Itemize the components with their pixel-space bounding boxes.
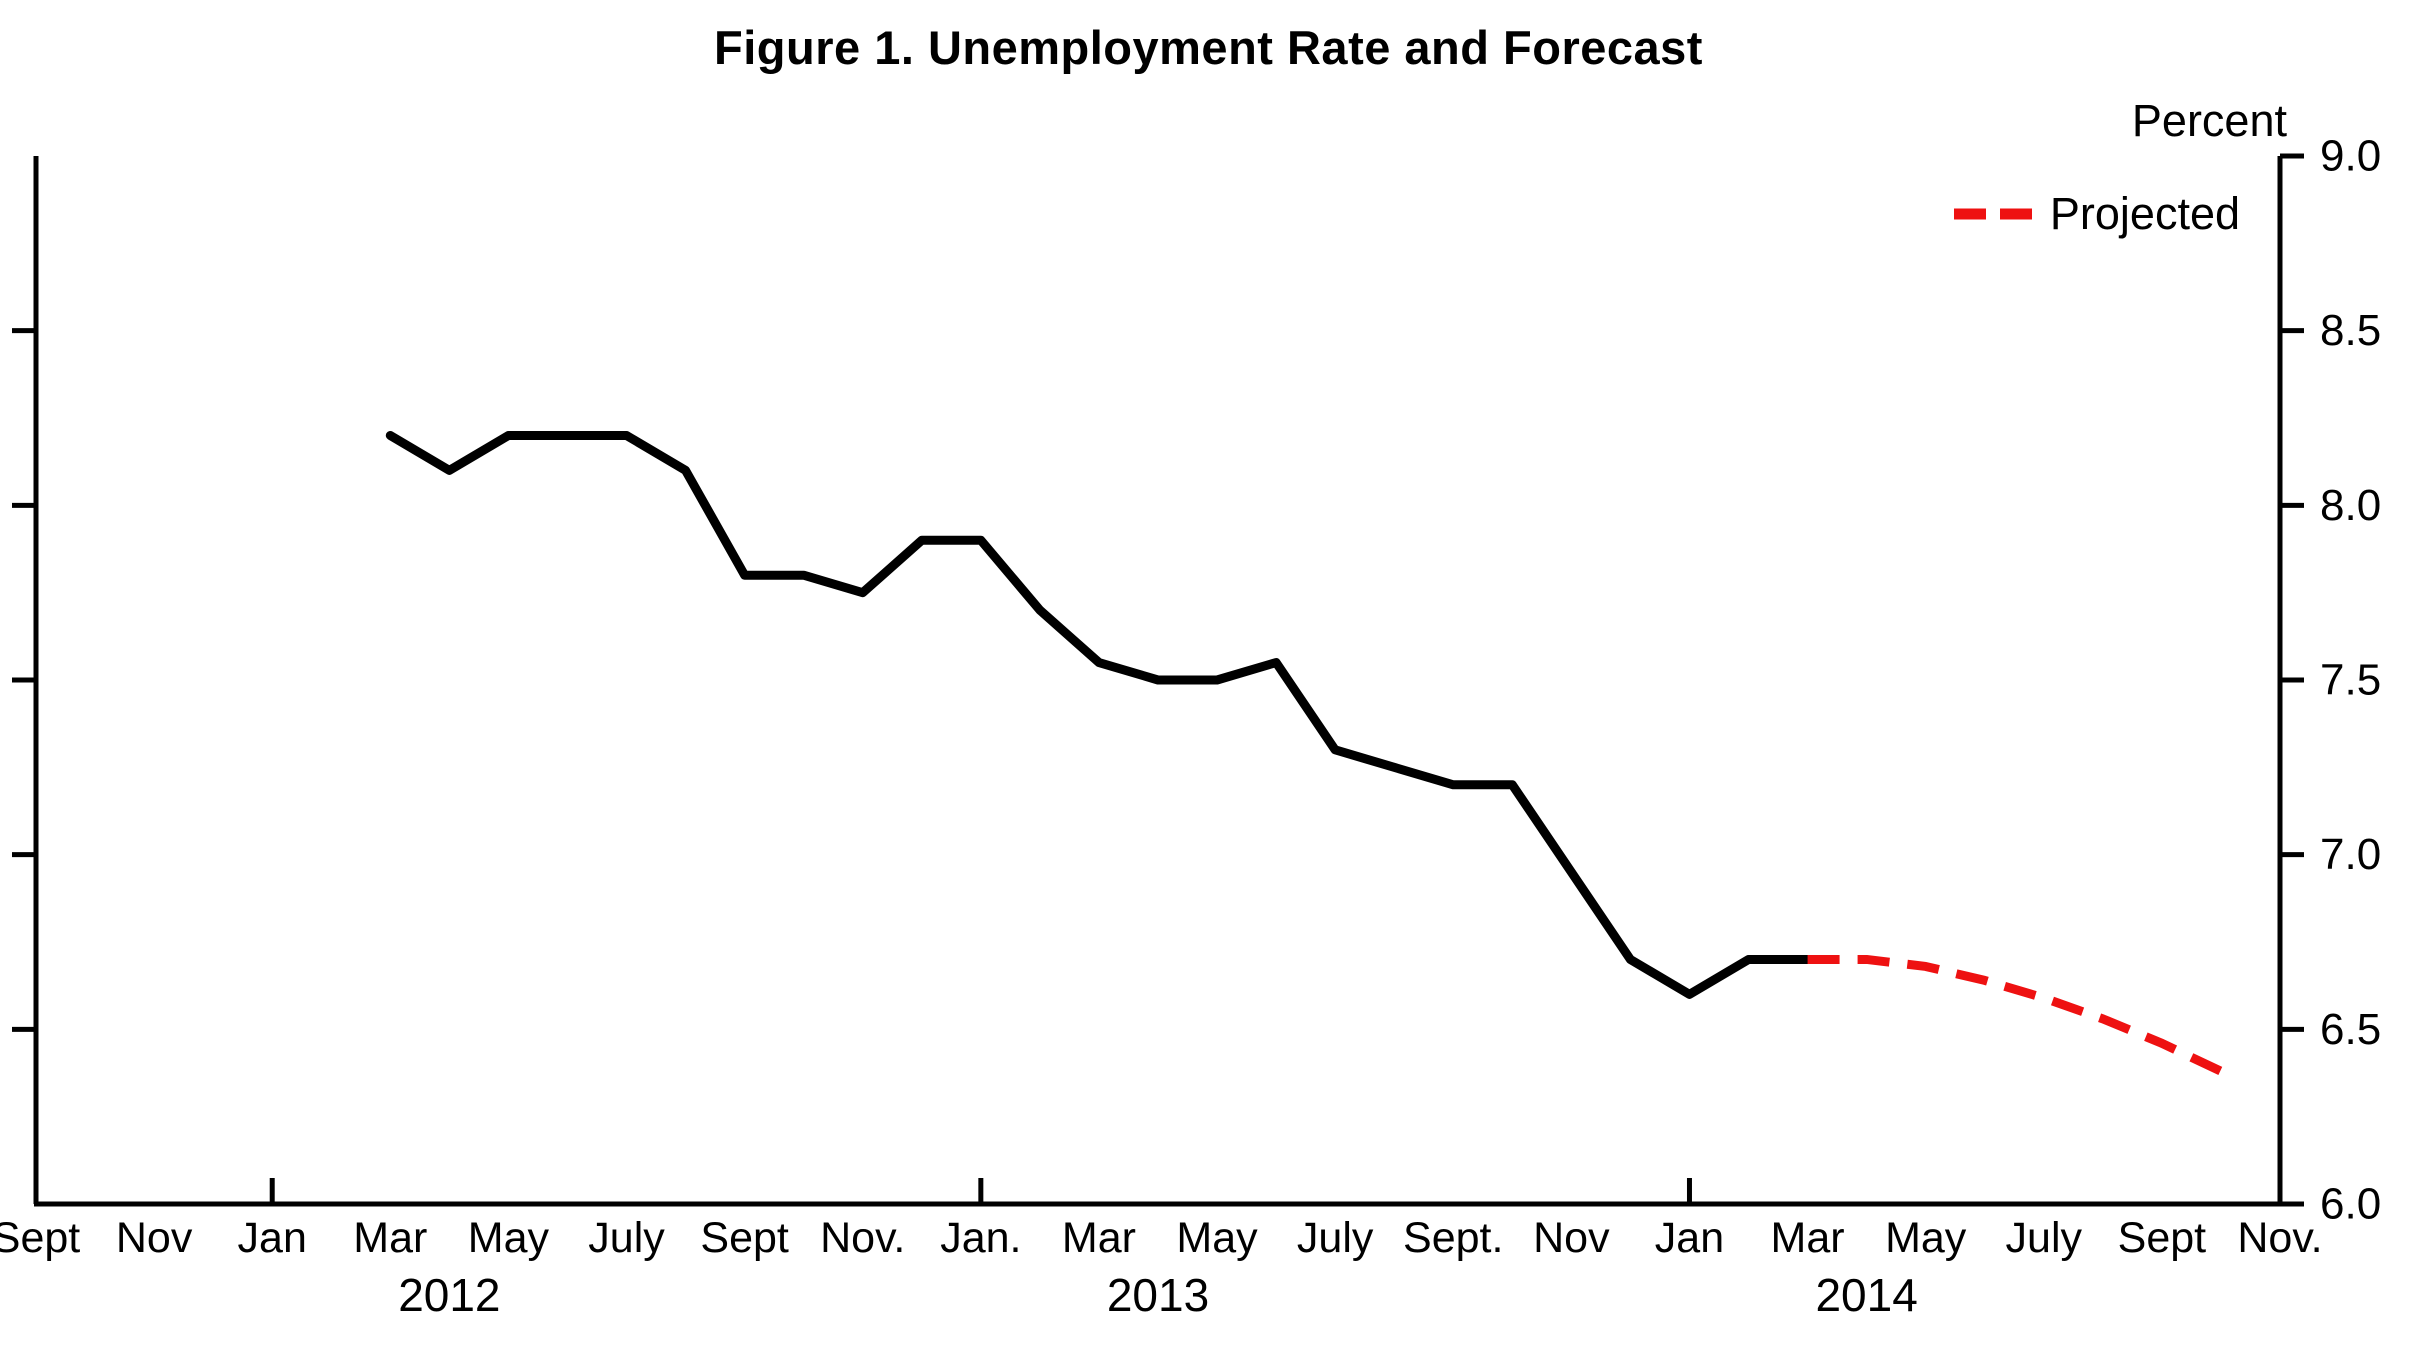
x-tick-label: Mar xyxy=(1771,1214,1845,1262)
x-tick-label: Sept xyxy=(0,1214,80,1262)
x-tick-label: Nov. xyxy=(2237,1214,2322,1262)
x-tick-label: Jan xyxy=(238,1214,307,1262)
x-year-label: 2012 xyxy=(398,1269,500,1321)
x-tick-label: May xyxy=(468,1214,550,1262)
y-tick-label: 7.5 xyxy=(2320,656,2381,705)
y-tick-label: 6.5 xyxy=(2320,1005,2381,1054)
projected-series-line xyxy=(1807,954,2223,1076)
x-tick-label: May xyxy=(1885,1214,1967,1262)
y-tick-label: 8.0 xyxy=(2320,481,2381,530)
x-year-label: 2014 xyxy=(1815,1269,1917,1321)
actual-series-line xyxy=(385,430,1813,999)
y-tick-label: 9.0 xyxy=(2320,132,2381,181)
x-year-label: 2013 xyxy=(1107,1269,1209,1321)
y-axis-unit-label: Percent xyxy=(2131,95,2287,146)
projected-dash-icon xyxy=(1953,208,2032,220)
legend: Projected xyxy=(1953,188,2240,240)
x-tick-label: Mar xyxy=(1062,1214,1136,1262)
x-tick-label: July xyxy=(2006,1214,2083,1262)
legend-projected-label: Projected xyxy=(2049,188,2240,239)
y-tick-label: 8.5 xyxy=(2320,306,2381,355)
x-tick-label: Nov xyxy=(116,1214,193,1262)
x-tick-label: Sept xyxy=(700,1214,789,1262)
x-tick-label: May xyxy=(1176,1214,1258,1262)
x-tick-label: Mar xyxy=(353,1214,427,1262)
y-tick-label: 7.0 xyxy=(2320,830,2381,879)
x-tick-label: Sept. xyxy=(1403,1214,1503,1262)
x-tick-label: July xyxy=(1297,1214,1374,1262)
x-tick-label: July xyxy=(588,1214,665,1262)
x-tick-label: Jan xyxy=(1655,1214,1724,1262)
x-tick-label: Nov xyxy=(1533,1214,1610,1262)
figure-title: Figure 1. Unemployment Rate and Forecast xyxy=(714,21,1703,74)
x-tick-label: Sept xyxy=(2118,1214,2207,1262)
x-tick-label: Jan. xyxy=(940,1214,1021,1262)
y-tick-label: 6.0 xyxy=(2320,1180,2381,1229)
x-tick-label: Nov. xyxy=(820,1214,905,1262)
